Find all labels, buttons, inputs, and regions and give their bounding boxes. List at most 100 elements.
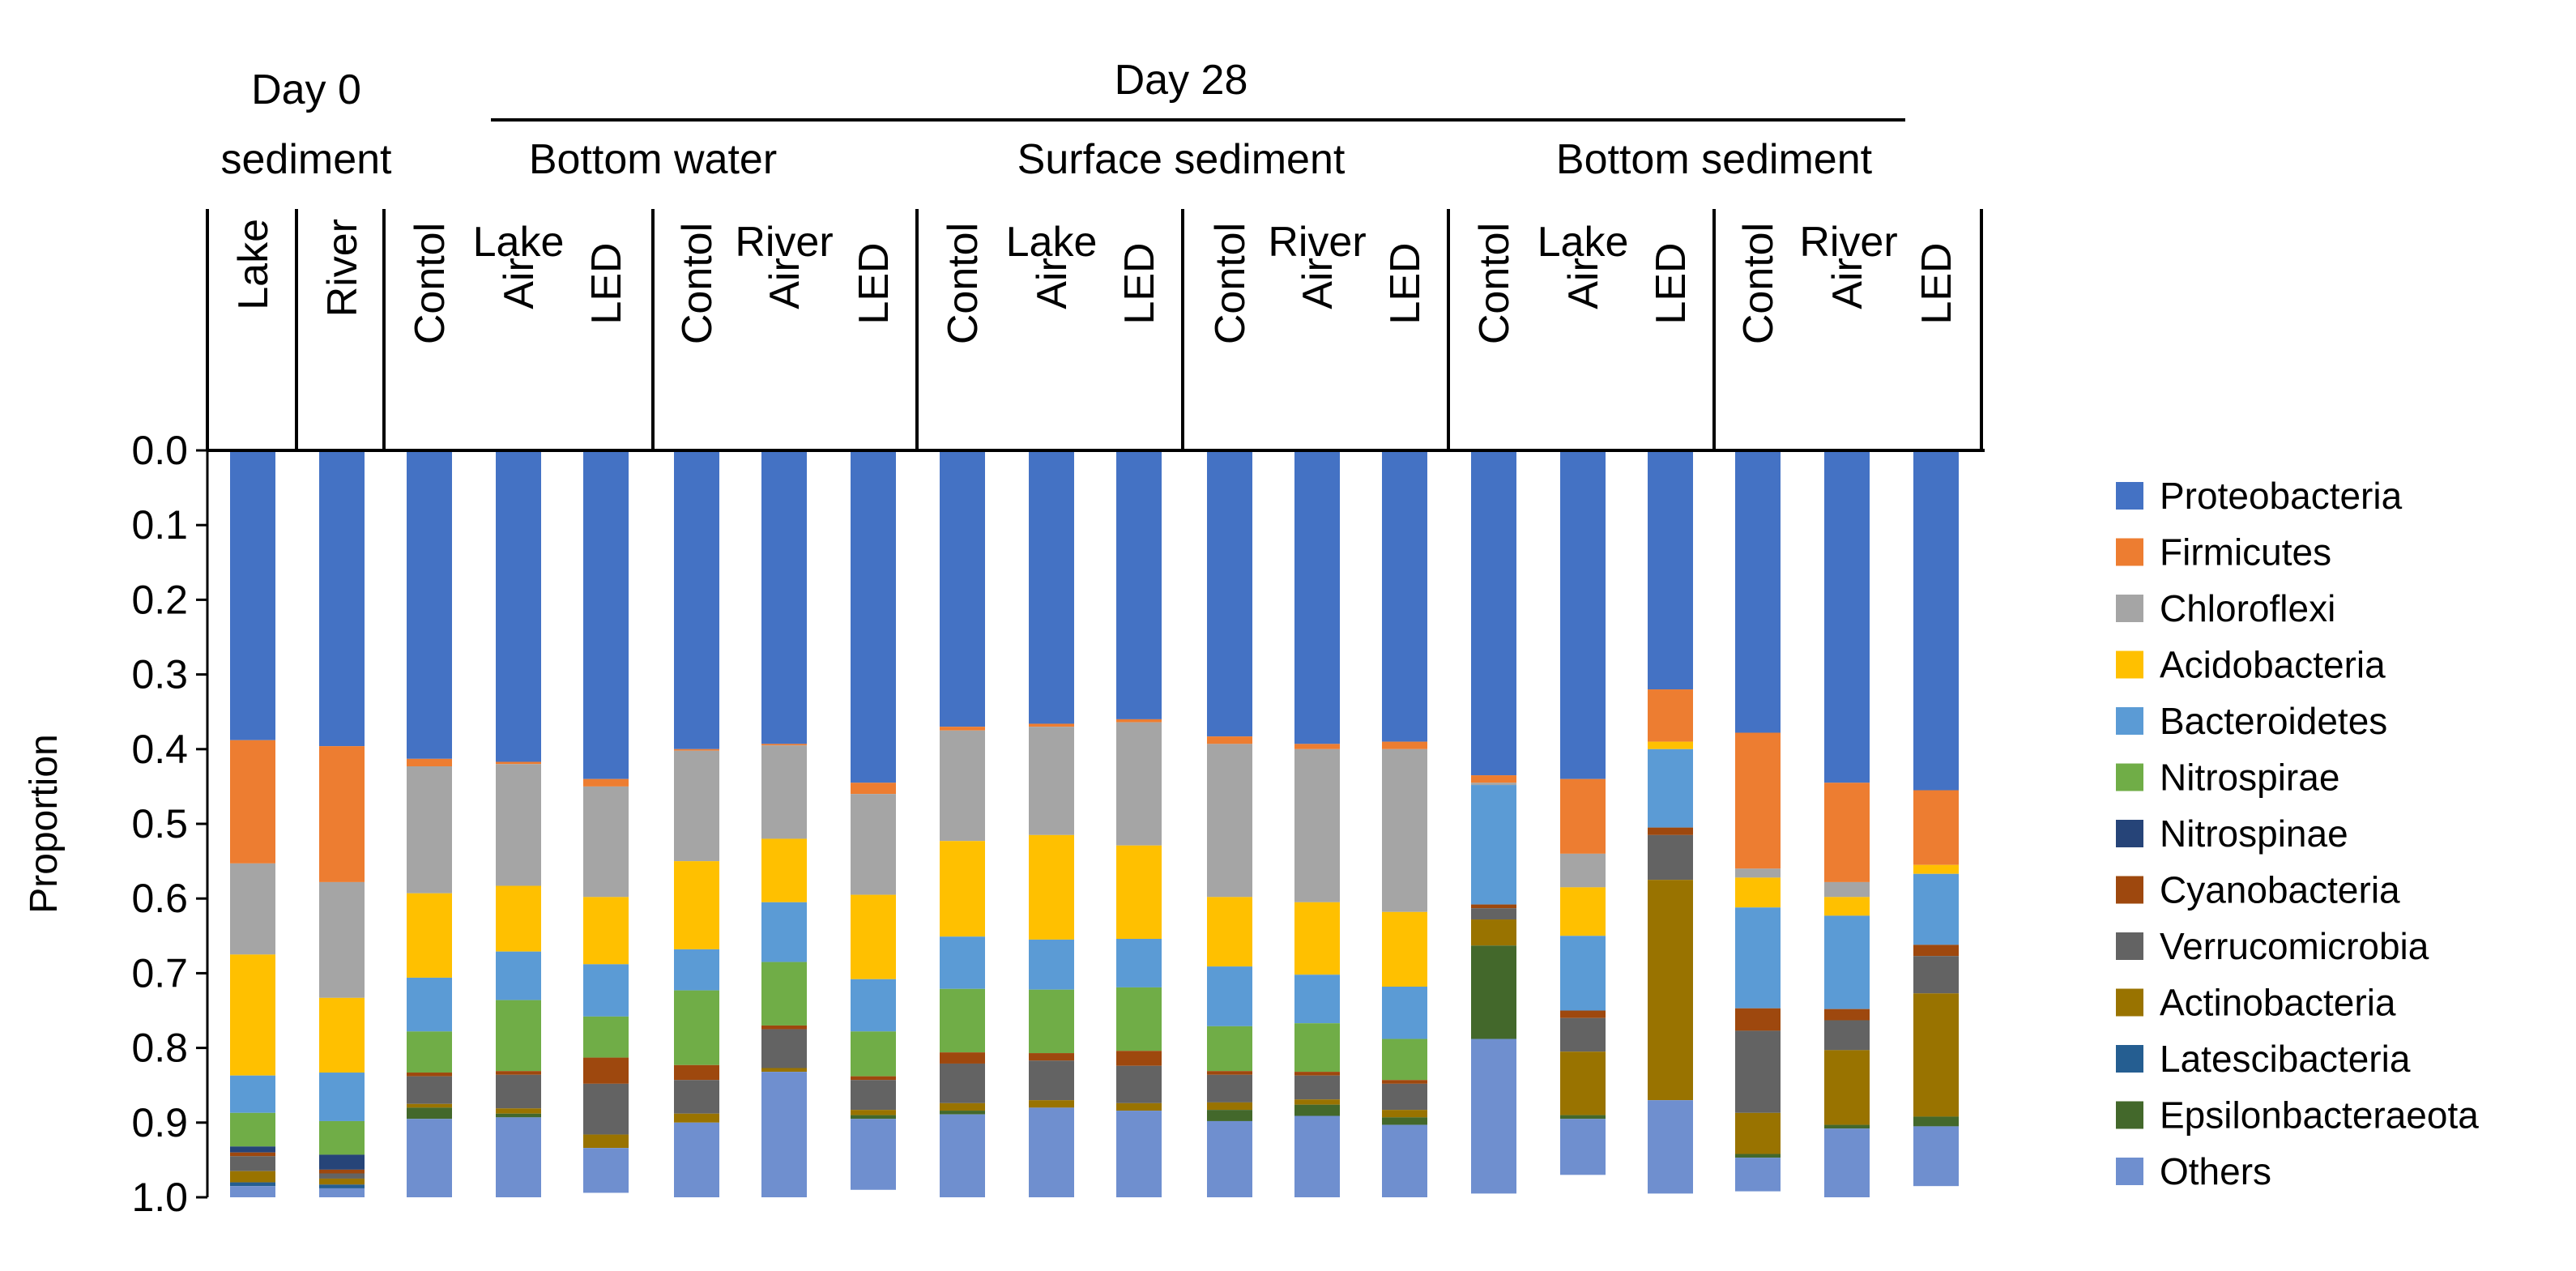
bar-segment-others-19 [1824, 1128, 1870, 1197]
bar-segment-verrucomicrobia-10 [1029, 1060, 1074, 1101]
treatment-label-air: Air [1824, 258, 1871, 309]
legend-swatch-epsilonbacteraeota [2116, 1101, 2143, 1129]
bar-segment-others-9 [940, 1114, 985, 1197]
bar-segment-cyanobacteria-1 [230, 1152, 275, 1157]
bar-segment-nitrospirae-8 [851, 1031, 896, 1077]
y-tick-label: 0.7 [131, 950, 188, 996]
treatment-label-air: Air [496, 258, 543, 309]
bar-segment-firmicutes-9 [940, 727, 985, 731]
bar-segment-acidobacteria-5 [583, 897, 629, 965]
bar-segment-others-11 [1116, 1111, 1162, 1197]
legend-swatch-verrucomicrobia [2116, 932, 2143, 960]
legend-swatch-actinobacteria [2116, 988, 2143, 1017]
bar-segment-others-17 [1648, 1100, 1693, 1194]
bar-segment-proteobacteria-11 [1116, 450, 1162, 719]
bar-segment-epsilonbacteraeota-16 [1560, 1115, 1606, 1120]
bar-segment-cyanobacteria-16 [1560, 1010, 1606, 1018]
bar-segment-proteobacteria-1 [230, 450, 275, 740]
bar-segment-firmicutes-19 [1824, 783, 1870, 882]
bar-segment-actinobacteria-1 [230, 1171, 275, 1183]
subgroup-label-lake: Lake [473, 219, 565, 266]
bar-segment-chloroflexi-14 [1382, 749, 1427, 912]
bar-segment-others-14 [1382, 1124, 1427, 1197]
bar-segment-nitrospirae-10 [1029, 989, 1074, 1054]
bar-segment-nitrospirae-4 [496, 1000, 541, 1072]
treatment-label-air: Air [1294, 258, 1341, 309]
bar-segment-others-20 [1913, 1126, 1959, 1187]
bar-segment-bacteroidetes-6 [674, 949, 719, 991]
bar-segment-firmicutes-16 [1560, 778, 1606, 854]
legend-item-others: Others [2116, 1150, 2271, 1192]
bar-segment-epsilonbacteraeota-18 [1735, 1154, 1781, 1158]
legend-label-firmicutes: Firmicutes [2160, 531, 2331, 574]
treatment-label-led: LED [851, 242, 898, 324]
bar-segment-latescibacteria-2 [319, 1184, 365, 1188]
bar-segment-acidobacteria-7 [761, 838, 807, 902]
bar-segment-acidobacteria-13 [1294, 902, 1340, 975]
bar-segment-acidobacteria-19 [1824, 897, 1870, 916]
bar-segment-cyanobacteria-7 [761, 1025, 807, 1030]
bar-segment-acidobacteria-14 [1382, 911, 1427, 987]
bar-segment-firmicutes-2 [319, 746, 365, 882]
bar-segment-proteobacteria-14 [1382, 450, 1427, 742]
y-tick-label: 0.0 [131, 428, 188, 473]
bar-segment-acidobacteria-18 [1735, 877, 1781, 908]
bar-segment-verrucomicrobia-1 [230, 1156, 275, 1171]
bar-segment-acidobacteria-10 [1029, 834, 1074, 940]
bar-segment-acidobacteria-17 [1648, 741, 1693, 749]
day0-column-label-river: River [319, 219, 366, 317]
bar-segment-acidobacteria-4 [496, 885, 541, 952]
bar-segment-actinobacteria-10 [1029, 1100, 1074, 1108]
bar-segment-actinobacteria-17 [1648, 880, 1693, 1101]
legend-item-latescibacteria: Latescibacteria [2116, 1038, 2411, 1080]
legend-swatch-chloroflexi [2116, 595, 2143, 622]
bar-segment-chloroflexi-8 [851, 794, 896, 895]
bar-segment-acidobacteria-16 [1560, 887, 1606, 936]
bar-segment-chloroflexi-1 [230, 863, 275, 955]
bar-segment-verrucomicrobia-6 [674, 1080, 719, 1114]
group-label-bottom-sediment: Bottom sediment [1556, 136, 1873, 183]
legend-item-proteobacteria: Proteobacteria [2116, 475, 2403, 517]
bar-segment-chloroflexi-6 [674, 750, 719, 862]
bar-segment-nitrospirae-6 [674, 990, 719, 1065]
bar-segment-actinobacteria-11 [1116, 1103, 1162, 1111]
bar-segment-verrucomicrobia-17 [1648, 834, 1693, 881]
bar-segment-bacteroidetes-1 [230, 1075, 275, 1113]
bar-segment-firmicutes-15 [1471, 775, 1516, 783]
bar-segment-others-1 [230, 1186, 275, 1197]
bar-segment-bacteroidetes-12 [1207, 966, 1252, 1026]
bar-segment-actinobacteria-9 [940, 1103, 985, 1111]
bar-segment-actinobacteria-3 [407, 1103, 452, 1108]
bar-segment-proteobacteria-6 [674, 450, 719, 749]
legend-swatch-bacteroidetes [2116, 707, 2143, 735]
bar-segment-actinobacteria-19 [1824, 1050, 1870, 1125]
subgroup-label-lake: Lake [1006, 219, 1098, 266]
bar-segment-actinobacteria-16 [1560, 1051, 1606, 1115]
legend-item-acidobacteria: Acidobacteria [2116, 644, 2386, 686]
bar-segment-bacteroidetes-14 [1382, 986, 1427, 1039]
legend-label-nitrospinae: Nitrospinae [2160, 813, 2348, 855]
bar-segment-bacteroidetes-19 [1824, 915, 1870, 1009]
treatment-label-contol: Contol [1471, 223, 1518, 344]
legend-item-verrucomicrobia: Verrucomicrobia [2116, 925, 2429, 967]
bar-segment-bacteroidetes-4 [496, 951, 541, 1000]
bar-segment-epsilonbacteraeota-13 [1294, 1104, 1340, 1116]
bar-segment-proteobacteria-13 [1294, 450, 1340, 744]
bar-segment-epsilonbacteraeota-14 [1382, 1117, 1427, 1125]
bar-segment-verrucomicrobia-12 [1207, 1074, 1252, 1103]
bar-segment-chloroflexi-12 [1207, 744, 1252, 898]
bar-segment-actinobacteria-2 [319, 1178, 365, 1185]
treatment-label-air: Air [1029, 258, 1076, 309]
day28-label: Day 28 [1115, 57, 1248, 104]
bar-segment-acidobacteria-2 [319, 997, 365, 1073]
bar-segment-bacteroidetes-20 [1913, 873, 1959, 945]
bar-segment-firmicutes-6 [674, 749, 719, 751]
y-tick-label: 0.9 [131, 1100, 188, 1145]
bar-segment-verrucomicrobia-19 [1824, 1020, 1870, 1051]
legend-label-proteobacteria: Proteobacteria [2160, 475, 2403, 517]
bar-segment-nitrospirae-3 [407, 1031, 452, 1073]
bar-segment-others-18 [1735, 1158, 1781, 1192]
bar-segment-cyanobacteria-19 [1824, 1009, 1870, 1021]
bar-segment-proteobacteria-10 [1029, 450, 1074, 724]
treatment-label-contol: Contol [940, 223, 987, 344]
